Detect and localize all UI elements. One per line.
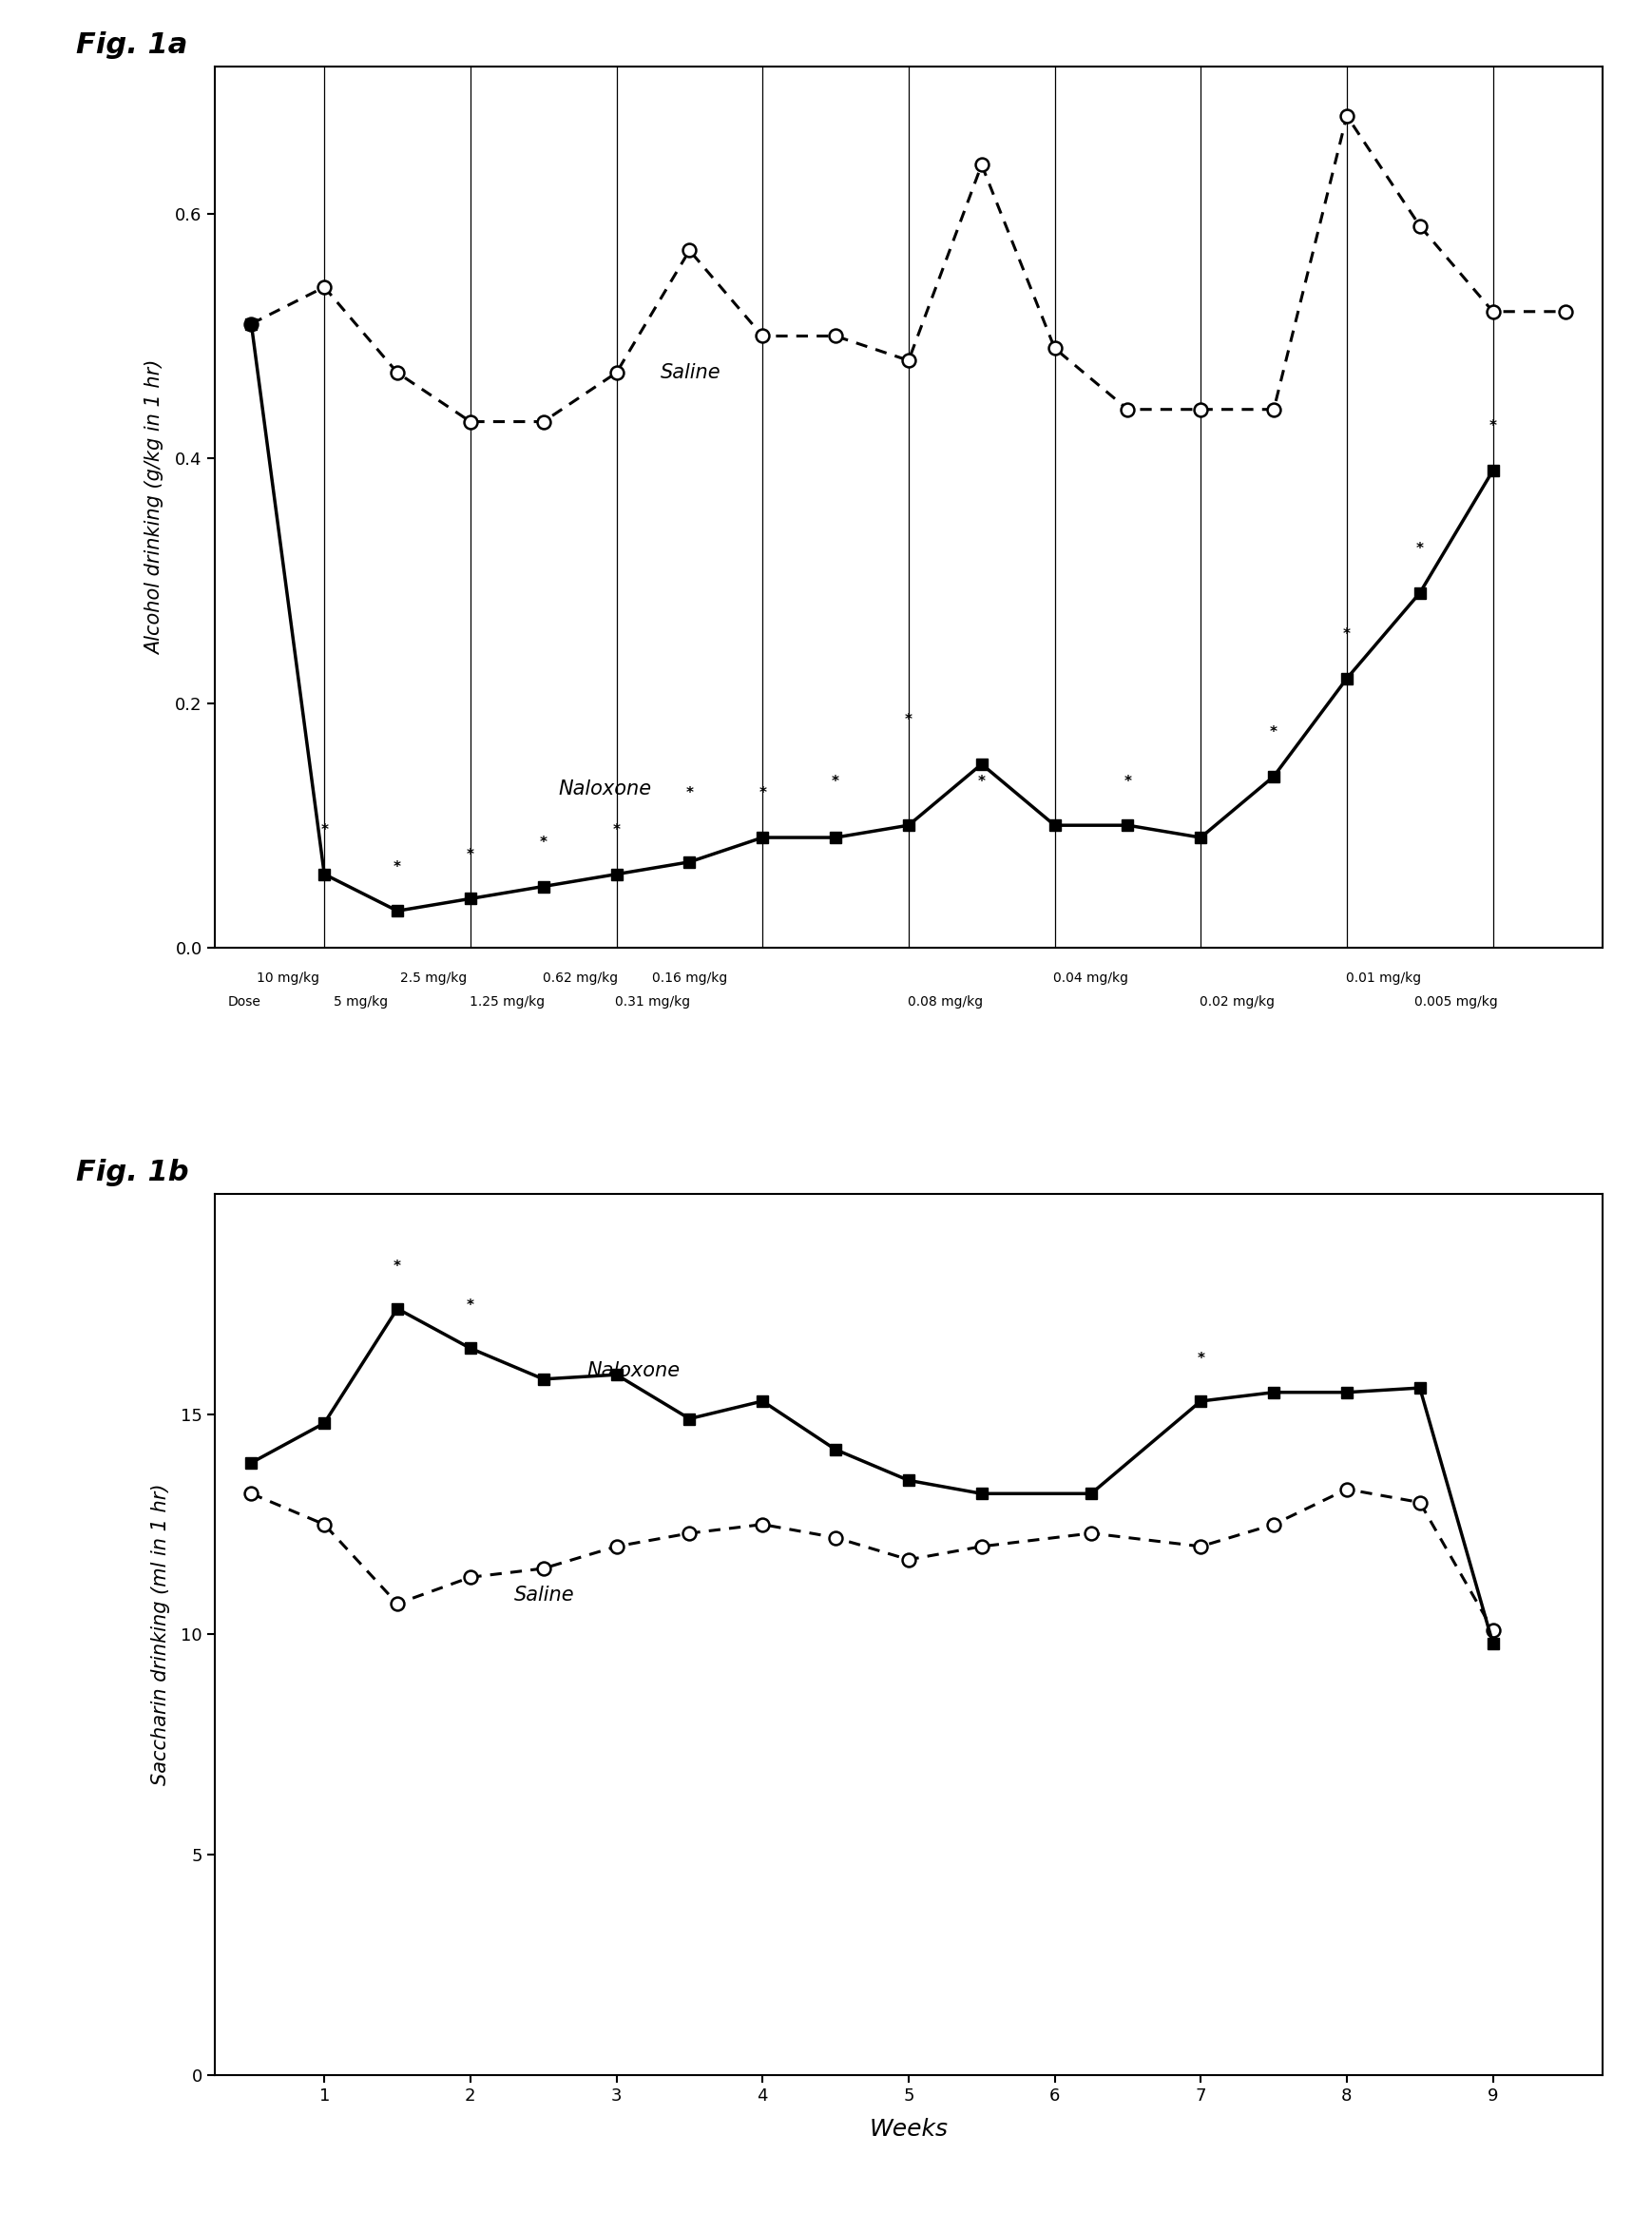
Text: 0.01 mg/kg: 0.01 mg/kg bbox=[1346, 970, 1421, 984]
Text: Fig. 1a: Fig. 1a bbox=[76, 31, 188, 60]
Text: Saline: Saline bbox=[514, 1586, 575, 1604]
Text: 0.005 mg/kg: 0.005 mg/kg bbox=[1414, 995, 1498, 1008]
Text: *: * bbox=[1488, 419, 1497, 433]
Text: 5 mg/kg: 5 mg/kg bbox=[334, 995, 388, 1008]
Text: *: * bbox=[758, 788, 767, 801]
Text: Fig. 1b: Fig. 1b bbox=[76, 1158, 188, 1187]
Text: *: * bbox=[466, 848, 474, 861]
Text: *: * bbox=[613, 823, 620, 837]
Text: *: * bbox=[393, 1258, 401, 1274]
Text: *: * bbox=[1270, 725, 1277, 741]
Text: *: * bbox=[1343, 627, 1351, 643]
Text: *: * bbox=[831, 774, 839, 788]
Text: *: * bbox=[978, 774, 986, 788]
X-axis label: Weeks: Weeks bbox=[869, 2117, 948, 2140]
Text: *: * bbox=[320, 823, 329, 837]
Text: *: * bbox=[1123, 774, 1132, 788]
Text: *: * bbox=[466, 1298, 474, 1314]
Y-axis label: Saccharin drinking (ml in 1 hr): Saccharin drinking (ml in 1 hr) bbox=[150, 1484, 170, 1785]
Text: *: * bbox=[540, 834, 547, 850]
Y-axis label: Alcohol drinking (g/kg in 1 hr): Alcohol drinking (g/kg in 1 hr) bbox=[145, 359, 165, 654]
Text: 0.62 mg/kg: 0.62 mg/kg bbox=[542, 970, 618, 984]
Text: 2.5 mg/kg: 2.5 mg/kg bbox=[400, 970, 468, 984]
Text: *: * bbox=[1198, 1352, 1204, 1365]
Text: *: * bbox=[905, 714, 912, 727]
Text: *: * bbox=[393, 859, 401, 875]
Text: Dose: Dose bbox=[228, 995, 261, 1008]
Text: 0.04 mg/kg: 0.04 mg/kg bbox=[1054, 970, 1128, 984]
Text: Saline: Saline bbox=[661, 364, 720, 382]
Text: 0.02 mg/kg: 0.02 mg/kg bbox=[1199, 995, 1275, 1008]
Text: 0.31 mg/kg: 0.31 mg/kg bbox=[615, 995, 691, 1008]
Text: 0.08 mg/kg: 0.08 mg/kg bbox=[907, 995, 983, 1008]
Text: *: * bbox=[1416, 542, 1424, 556]
Text: 0.16 mg/kg: 0.16 mg/kg bbox=[653, 970, 727, 984]
Text: Naloxone: Naloxone bbox=[586, 1361, 681, 1379]
Text: *: * bbox=[686, 788, 694, 801]
Text: 1.25 mg/kg: 1.25 mg/kg bbox=[469, 995, 545, 1008]
Text: 10 mg/kg: 10 mg/kg bbox=[256, 970, 319, 984]
Text: Naloxone: Naloxone bbox=[558, 779, 651, 799]
